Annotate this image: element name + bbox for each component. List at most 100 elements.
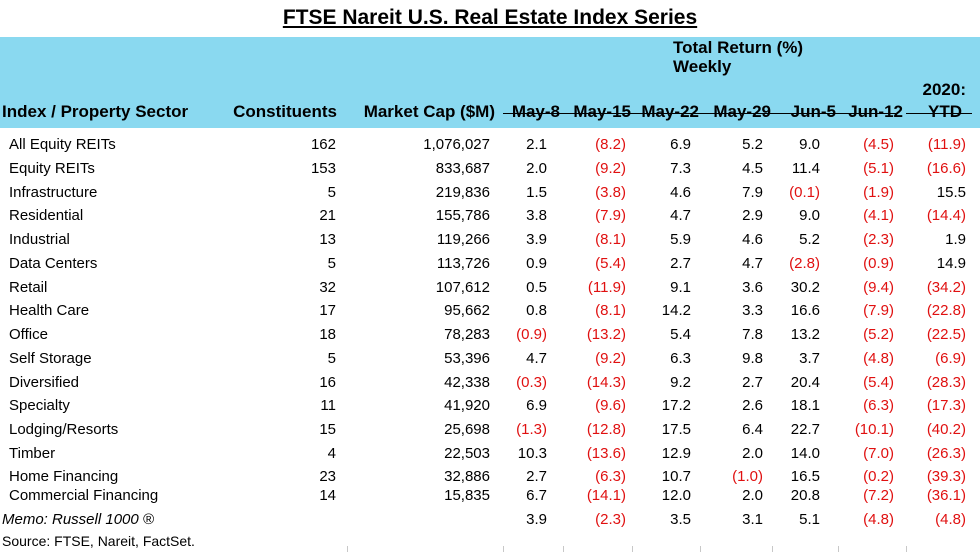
weekly-return-value: 6.9 [670,136,691,153]
weekly-return-value: (0.2) [863,468,894,485]
weekly-return-value: 18.1 [790,397,820,414]
weekly-return-value: (9.4) [863,279,894,296]
sector-name: Lodging/Resorts [9,421,119,438]
constituents-value: 5 [327,255,336,272]
gridline-tick [632,546,633,552]
sector-name: Health Care [9,302,90,319]
header-rule-ytd [906,113,972,114]
market-cap-value: 22,503 [444,445,490,462]
weekly-return-value: 2.0 [526,160,547,177]
constituents-value: 153 [310,160,336,177]
weekly-return-value: 22.7 [790,421,820,438]
weekly-return-value: 4.6 [742,231,763,248]
table-row: Specialty 11 41,920 6.9 (9.6) 17.2 2.6 18.1 (6.3… [0,395,980,417]
constituents-value: 14 [319,487,336,504]
weekly-return-value: 17.2 [661,397,691,414]
memo-weekly-return-value: 3.5 [670,511,691,528]
table-row: Equity REITs 153 833,687 2.0 (9.2) 7.3 4.5 11.4… [0,158,980,180]
constituents-value: 17 [319,302,336,319]
weekly-return-value: 4.7 [670,207,691,224]
sector-name: Commercial Financing [9,487,159,504]
weekly-return-value: (9.6) [595,397,626,414]
weekly-return-value: (8.1) [595,231,626,248]
market-cap-value: 95,662 [444,302,490,319]
weekly-return-value: 9.0 [799,207,820,224]
weekly-return-value: 2.7 [742,374,763,391]
ytd-return-value: (22.5) [926,326,966,343]
weekly-return-value: (0.9) [516,326,547,343]
weekly-return-value: (9.2) [595,350,626,367]
weekly-return-value: 3.8 [526,207,547,224]
weekly-return-value: (0.9) [863,255,894,272]
memo-weekly-return-value: 5.1 [799,511,820,528]
weekly-return-value: 5.2 [799,231,820,248]
market-cap-value: 833,687 [435,160,490,177]
header-total-return: Total Return (%) [673,38,804,57]
weekly-return-value: 9.2 [670,374,691,391]
weekly-return-value: 7.3 [670,160,691,177]
table-row: Office 18 78,283 (0.9) (13.2) 5.4 7.8 13.2 (5.2)… [0,324,980,346]
weekly-return-value: 14.0 [790,445,820,462]
sector-name: Data Centers [9,255,98,272]
header-weekly: Weekly [673,57,732,76]
market-cap-value: 32,886 [444,468,490,485]
memo-weekly-return-value: (4.8) [863,511,894,528]
memo-ytd-value: (4.8) [935,511,966,528]
header-week-may-15: May-15 [573,102,631,121]
weekly-return-value: (0.1) [789,184,820,201]
table-row: All Equity REITs 162 1,076,027 2.1 (8.2) 6.9 5… [0,134,980,156]
sector-name: Industrial [9,231,70,248]
market-cap-value: 25,698 [444,421,490,438]
constituents-value: 4 [327,445,336,462]
memo-row: Memo: Russell 1000 ® 3.9 (2.3) 3.5 3.1 5.1 (4.… [0,509,980,531]
weekly-return-value: 9.8 [742,350,763,367]
weekly-return-value: 9.0 [799,136,820,153]
table-row: Commercial Financing 14 15,835 6.7 (14.1) 12.… [0,485,980,507]
constituents-value: 21 [319,207,336,224]
market-cap-value: 119,266 [436,231,490,248]
sector-name: Residential [9,207,84,224]
weekly-return-value: 0.9 [526,255,547,272]
ytd-return-value: (36.1) [926,487,966,504]
header-ytd: YTD [928,102,962,121]
weekly-return-value: 0.8 [526,302,547,319]
header-week-may-8: May-8 [511,102,560,121]
memo-label: Memo: Russell 1000 ® [2,511,154,528]
market-cap-value: 15,835 [444,487,490,504]
gridline-tick [347,546,348,552]
weekly-return-value: (7.9) [595,207,626,224]
weekly-return-value: (4.1) [863,207,894,224]
sector-name: Timber [9,445,56,462]
weekly-return-value: (10.1) [854,421,894,438]
market-cap-value: 41,920 [444,397,490,414]
market-cap-value: 219,836 [435,184,490,201]
weekly-return-value: 5.9 [670,231,691,248]
constituents-value: 13 [319,231,336,248]
weekly-return-value: 5.4 [670,326,691,343]
weekly-return-value: 7.8 [742,326,763,343]
sector-name: Infrastructure [9,184,98,201]
weekly-return-value: (1.3) [516,421,547,438]
weekly-return-value: 2.0 [742,445,763,462]
weekly-return-value: 6.4 [742,421,763,438]
constituents-value: 11 [320,397,336,414]
weekly-return-value: (6.3) [595,468,626,485]
gridline-tick [700,546,701,552]
weekly-return-value: 14.2 [661,302,691,319]
page-title: FTSE Nareit U.S. Real Estate Index Serie… [282,6,698,29]
weekly-return-value: 12.0 [661,487,691,504]
gridline-tick [563,546,564,552]
weekly-return-value: 16.6 [790,302,820,319]
market-cap-value: 1,076,027 [423,136,490,153]
weekly-return-value: 2.9 [742,207,763,224]
memo-weekly-return-value: 3.9 [526,511,547,528]
constituents-value: 16 [319,374,336,391]
memo-weekly-return-value: (2.3) [595,511,626,528]
weekly-return-value: 10.7 [661,468,691,485]
header-week-may-22: May-22 [641,102,699,121]
ytd-return-value: (39.3) [926,468,966,485]
weekly-return-value: (14.1) [586,487,626,504]
market-cap-value: 42,338 [444,374,490,391]
weekly-return-value: 2.7 [526,468,547,485]
header-week-may-29: May-29 [713,102,771,121]
